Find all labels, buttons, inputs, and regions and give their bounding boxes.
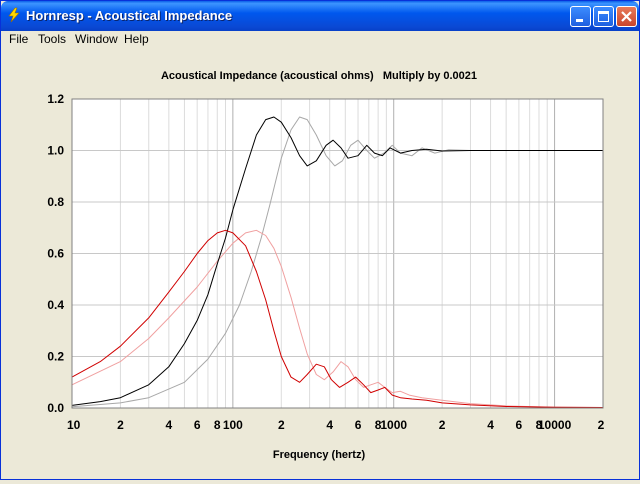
chart-title: Acoustical Impedance (acoustical ohms) M… (161, 70, 477, 82)
x-tick-label: 4 (326, 418, 333, 432)
x-tick-label: 2 (439, 418, 446, 432)
x-tick-label: 8 (375, 418, 382, 432)
close-icon (621, 11, 632, 22)
x-tick-label: 2 (117, 418, 124, 432)
title-bar[interactable]: Hornresp - Acoustical Impedance (1, 1, 639, 31)
y-tick-label: 0.8 (47, 195, 64, 209)
chart-area: Acoustical Impedance (acoustical ohms) M… (1, 49, 639, 479)
x-tick-label: 2 (598, 418, 605, 432)
menu-window[interactable]: Window (75, 32, 118, 46)
menu-file[interactable]: File (9, 32, 29, 46)
series-line-2 (71, 229, 604, 408)
maximize-icon (598, 11, 609, 22)
y-tick-label: 0.6 (47, 247, 64, 261)
x-tick-label: 8 (214, 418, 221, 432)
x-tick-label: 2 (278, 418, 285, 432)
y-tick-label: 0.0 (47, 401, 64, 415)
maximize-button[interactable] (593, 6, 614, 27)
menu-tools[interactable]: Tools (38, 32, 67, 46)
x-tick-label: 10000 (538, 418, 572, 432)
close-button[interactable] (616, 6, 637, 27)
x-tick-label: 6 (355, 418, 362, 432)
window-title: Hornresp - Acoustical Impedance (26, 8, 233, 23)
x-tick-label: 6 (194, 418, 201, 432)
series-line-0 (71, 116, 603, 406)
x-tick-label: 100 (223, 418, 243, 432)
plot-frame (71, 98, 604, 409)
y-ticks: 0.0 0.2 0.4 0.6 0.8 1.0 1.2 (47, 92, 64, 415)
y-tick-label: 0.2 (47, 350, 64, 364)
minimize-icon (576, 19, 583, 22)
x-tick-label: 4 (166, 418, 173, 432)
y-tick-label: 0.4 (47, 298, 64, 312)
y-tick-label: 1.2 (47, 92, 64, 106)
series-line-1 (71, 116, 603, 408)
lightning-icon (8, 7, 20, 23)
impedance-chart: Acoustical Impedance (acoustical ohms) M… (47, 70, 605, 461)
series-group (71, 116, 604, 408)
menu-help[interactable]: Help (124, 32, 149, 46)
menu-bar: File Tools Window Help (1, 31, 639, 49)
x-tick-label: 4 (487, 418, 494, 432)
y-tick-label: 1.0 (47, 144, 64, 158)
x-tick-label: 8 (536, 418, 543, 432)
x-tick-label: 1000 (380, 418, 407, 432)
x-tick-label: 10 (67, 418, 81, 432)
x-axis-label: Frequency (hertz) (273, 449, 366, 461)
x-tick-label: 6 (516, 418, 523, 432)
minimize-button[interactable] (570, 6, 591, 27)
